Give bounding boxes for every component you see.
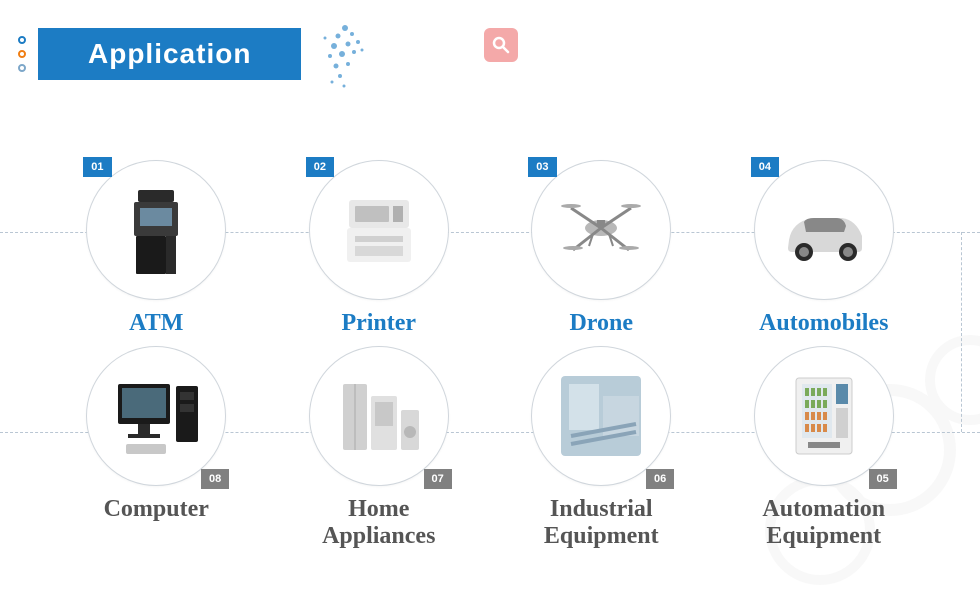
decorative-dots: [18, 36, 26, 72]
number-badge: 06: [646, 469, 674, 489]
vending-icon: [774, 366, 874, 466]
dot-icon: [18, 50, 26, 58]
atm-icon: [106, 180, 206, 280]
app-circle: 08: [86, 346, 226, 486]
app-circle: 02: [309, 160, 449, 300]
car-icon: [774, 180, 874, 280]
appliances-icon: [329, 366, 429, 466]
header: Application: [18, 28, 301, 80]
app-label: Printer: [341, 310, 416, 336]
number-badge: 04: [751, 157, 779, 177]
dot-icon: [18, 36, 26, 44]
number-badge: 07: [424, 469, 452, 489]
app-label: ATM: [129, 310, 183, 336]
computer-icon: [106, 366, 206, 466]
connector-line: [961, 232, 962, 432]
printer-icon: [329, 180, 429, 280]
search-icon: [484, 28, 518, 62]
app-label: Industrial Equipment: [544, 496, 659, 549]
app-card-printer: 02 Printer: [283, 160, 476, 336]
app-label: Automation Equipment: [762, 496, 885, 549]
number-badge: 03: [528, 157, 556, 177]
app-label: Automobiles: [759, 310, 888, 336]
app-card-computer: 08 Computer: [60, 346, 253, 549]
industrial-icon: [551, 366, 651, 466]
app-label: Home Appliances: [322, 496, 435, 549]
app-card-atm: 01 ATM: [60, 160, 253, 336]
app-label: Computer: [104, 496, 209, 522]
app-card-industrial: 06 Industrial Equipment: [505, 346, 698, 549]
section-title: Application: [38, 28, 301, 80]
app-card-automobiles: 04 Automobiles: [728, 160, 921, 336]
application-grid: 01 ATM 02 Printer 0: [60, 160, 920, 549]
number-badge: 05: [869, 469, 897, 489]
ai-head-icon: [310, 8, 380, 98]
app-card-automation: 05 Automation Equipment: [728, 346, 921, 549]
app-label: Drone: [569, 310, 633, 336]
number-badge: 01: [83, 157, 111, 177]
app-circle: 03: [531, 160, 671, 300]
app-circle: 01: [86, 160, 226, 300]
app-circle: 05: [754, 346, 894, 486]
app-circle: 07: [309, 346, 449, 486]
dot-icon: [18, 64, 26, 72]
app-card-home-appliances: 07 Home Appliances: [283, 346, 476, 549]
number-badge: 08: [201, 469, 229, 489]
drone-icon: [551, 180, 651, 280]
app-circle: 06: [531, 346, 671, 486]
number-badge: 02: [306, 157, 334, 177]
app-circle: 04: [754, 160, 894, 300]
app-card-drone: 03 Drone: [505, 160, 698, 336]
